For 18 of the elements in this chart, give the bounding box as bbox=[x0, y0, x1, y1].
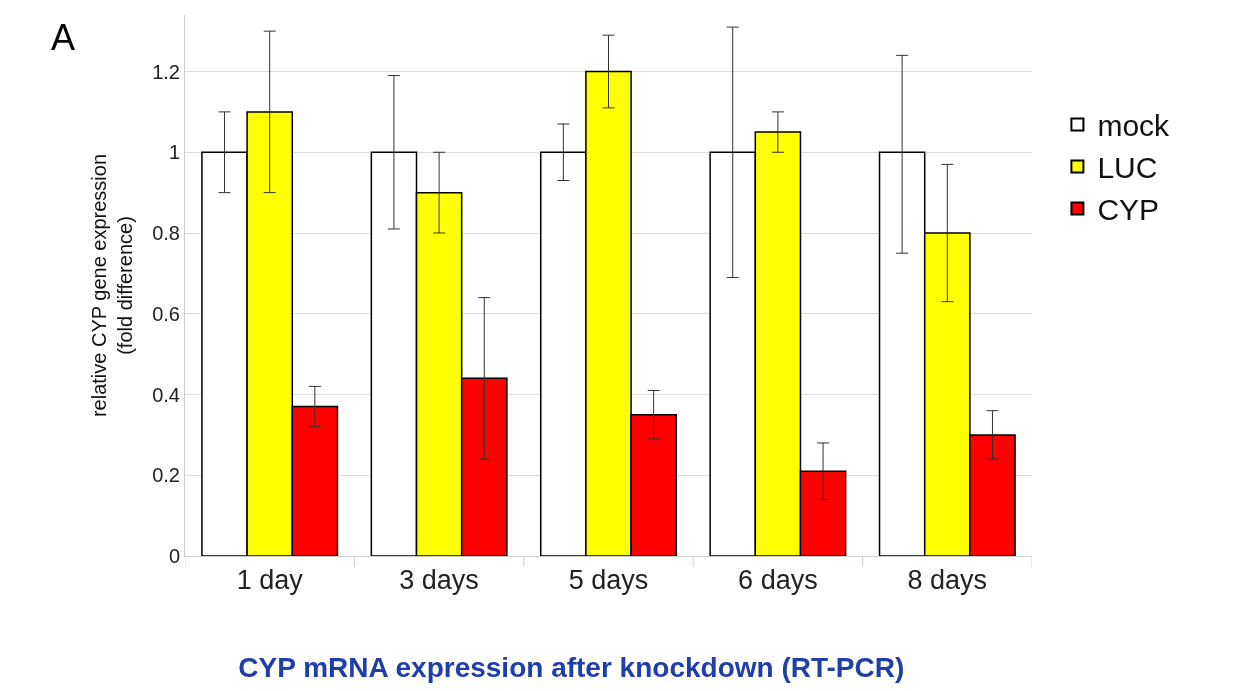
x-tick-label: 6 days bbox=[738, 565, 818, 596]
x-tick-label: 1 day bbox=[236, 565, 304, 596]
legend-label: CYP bbox=[1097, 193, 1160, 227]
x-tick-label: 8 days bbox=[907, 565, 988, 596]
text: A bbox=[51, 17, 76, 58]
y-tick-label: 1 bbox=[168, 141, 180, 164]
x-tick-label: 5 days bbox=[568, 565, 649, 596]
y-tick-label: 0.8 bbox=[152, 222, 180, 245]
text: CYP mRNA expression after knockdown (RT-PCR) bbox=[238, 652, 905, 684]
x-tick-label: 3 days bbox=[399, 565, 479, 596]
y-tick-label: 0.6 bbox=[152, 302, 180, 325]
legend-label: mock bbox=[1097, 109, 1171, 143]
y-tick-label: 1.2 bbox=[152, 60, 180, 83]
y-tick-label: 0 bbox=[168, 545, 180, 567]
y-axis-title: relative CYP gene expression (fold difference) bbox=[87, 153, 136, 418]
legend-label: LUC bbox=[1097, 151, 1158, 185]
y-tick-label: 0.2 bbox=[152, 464, 180, 487]
y-tick-label: 0.4 bbox=[152, 383, 180, 406]
